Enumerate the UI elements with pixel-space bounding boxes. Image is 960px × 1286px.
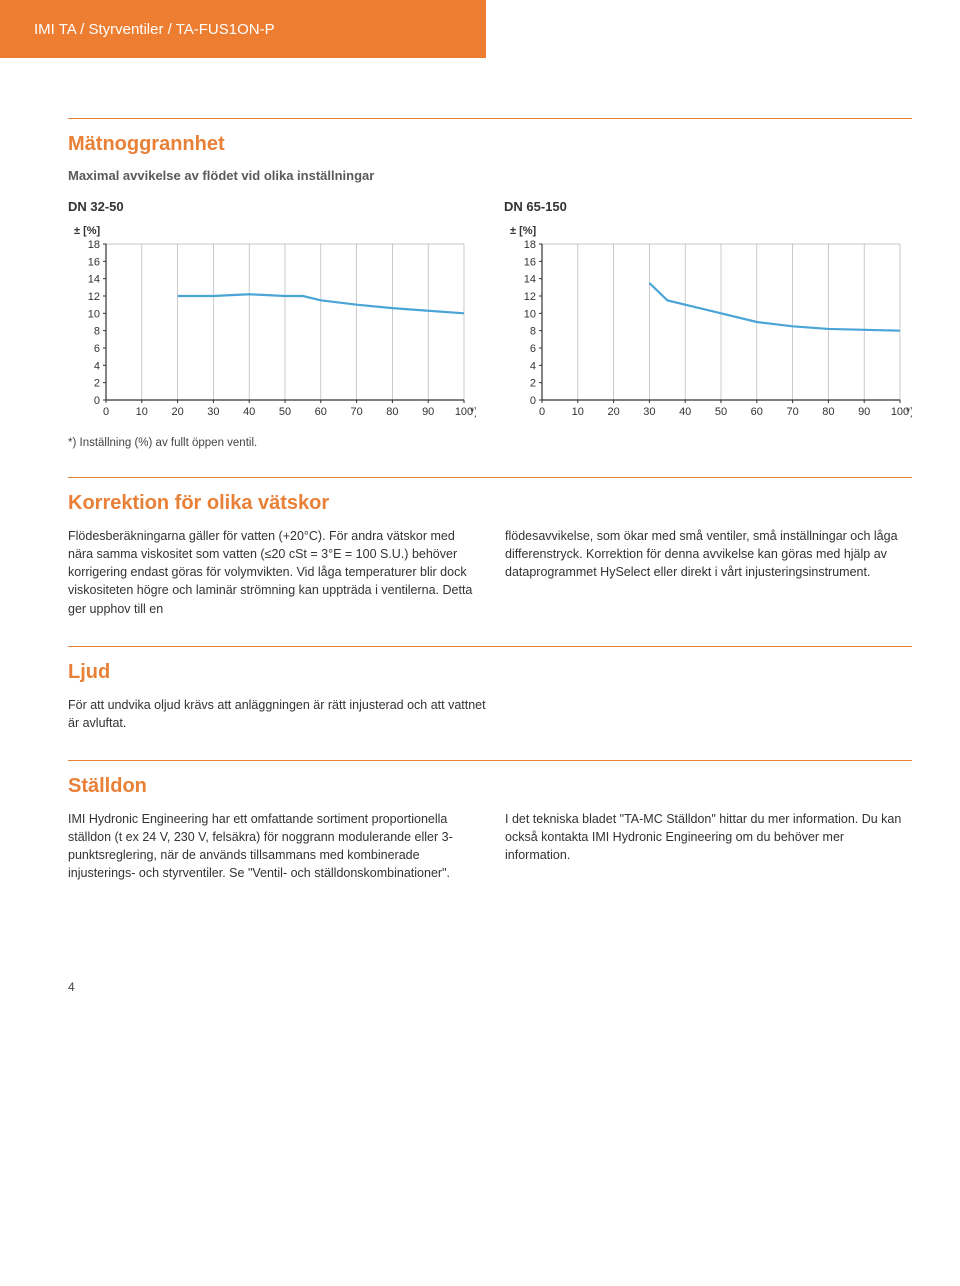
svg-text:50: 50 bbox=[715, 406, 727, 418]
chart-block-2: DN 65-150 ± [%] 0 2 4 6 8 10 12 14 16 18 0 10 20 30 40 5… bbox=[504, 199, 912, 427]
section-korrektion: Korrektion för olika vätskor Flödesberäk… bbox=[68, 477, 912, 618]
chart-dn-32-50: ± [%]02468101214161801020304050607080901… bbox=[68, 222, 476, 422]
page-content: Mätnoggrannhet Maximal avvikelse av flöd… bbox=[0, 58, 960, 940]
svg-text:0: 0 bbox=[103, 406, 109, 418]
svg-text:10: 10 bbox=[88, 308, 100, 320]
svg-text:2: 2 bbox=[94, 378, 100, 390]
svg-text:40: 40 bbox=[243, 406, 255, 418]
svg-text:30: 30 bbox=[643, 406, 655, 418]
two-column-text: Flödesberäkningarna gäller för vatten (+… bbox=[68, 527, 912, 618]
text-col-1: Flödesberäkningarna gäller för vatten (+… bbox=[68, 527, 475, 618]
svg-text:18: 18 bbox=[524, 239, 536, 251]
svg-text:90: 90 bbox=[422, 406, 434, 418]
svg-text:6: 6 bbox=[530, 343, 536, 355]
svg-text:*): *) bbox=[906, 406, 912, 418]
svg-text:70: 70 bbox=[786, 406, 798, 418]
svg-text:90: 90 bbox=[858, 406, 870, 418]
section-divider bbox=[68, 760, 912, 761]
page-number: 4 bbox=[0, 980, 960, 994]
section-stalldon: Ställdon IMI Hydronic Engineering har et… bbox=[68, 760, 912, 883]
text-col-2: I det tekniska bladet "TA-MC Ställdon" h… bbox=[505, 810, 912, 883]
svg-text:*): *) bbox=[470, 406, 476, 418]
svg-text:10: 10 bbox=[572, 406, 584, 418]
svg-text:16: 16 bbox=[88, 256, 100, 268]
svg-text:20: 20 bbox=[607, 406, 619, 418]
breadcrumb: IMI TA / Styrventiler / TA-FUS1ON-P bbox=[34, 21, 275, 38]
svg-text:14: 14 bbox=[88, 274, 100, 286]
section-title: Ställdon bbox=[68, 775, 912, 798]
section-divider bbox=[68, 118, 912, 119]
svg-text:4: 4 bbox=[94, 360, 100, 372]
chart-footnote: *) Inställning (%) av fullt öppen ventil… bbox=[68, 437, 912, 449]
svg-text:8: 8 bbox=[94, 326, 100, 338]
chart-label: DN 32-50 bbox=[68, 199, 476, 214]
svg-text:50: 50 bbox=[279, 406, 291, 418]
svg-text:12: 12 bbox=[88, 291, 100, 303]
section-subtitle: Maximal avvikelse av flödet vid olika in… bbox=[68, 168, 912, 183]
svg-text:20: 20 bbox=[171, 406, 183, 418]
section-ljud: Ljud För att undvika oljud krävs att anl… bbox=[68, 646, 912, 732]
section-matnoggrannhet: Mätnoggrannhet Maximal avvikelse av flöd… bbox=[68, 118, 912, 449]
svg-text:80: 80 bbox=[822, 406, 834, 418]
svg-text:70: 70 bbox=[350, 406, 362, 418]
chart-block-1: DN 32-50 ± [%] 0 2 4 6 8 10 12 14 16 18 0 10 20 30 40 50… bbox=[68, 199, 476, 427]
svg-text:0: 0 bbox=[539, 406, 545, 418]
svg-text:60: 60 bbox=[315, 406, 327, 418]
svg-text:60: 60 bbox=[751, 406, 763, 418]
svg-text:18: 18 bbox=[88, 239, 100, 251]
svg-text:8: 8 bbox=[530, 326, 536, 338]
svg-text:80: 80 bbox=[386, 406, 398, 418]
svg-text:10: 10 bbox=[136, 406, 148, 418]
svg-text:2: 2 bbox=[530, 378, 536, 390]
svg-text:0: 0 bbox=[94, 395, 100, 407]
section-title: Ljud bbox=[68, 661, 912, 684]
chart-label: DN 65-150 bbox=[504, 199, 912, 214]
svg-text:6: 6 bbox=[94, 343, 100, 355]
svg-text:± [%]: ± [%] bbox=[510, 225, 537, 237]
text-col-1: IMI Hydronic Engineering har ett omfatta… bbox=[68, 810, 475, 883]
svg-text:14: 14 bbox=[524, 274, 536, 286]
svg-text:16: 16 bbox=[524, 256, 536, 268]
text-col-2: flödesavvikelse, som ökar med små ventil… bbox=[505, 527, 912, 618]
svg-text:30: 30 bbox=[207, 406, 219, 418]
svg-text:12: 12 bbox=[524, 291, 536, 303]
section-title: Mätnoggrannhet bbox=[68, 133, 912, 156]
charts-row: DN 32-50 ± [%]02468101214161801020304050… bbox=[68, 199, 912, 427]
section-divider bbox=[68, 646, 912, 647]
svg-text:0: 0 bbox=[530, 395, 536, 407]
body-text: För att undvika oljud krävs att anläggni… bbox=[68, 696, 488, 732]
svg-text:± [%]: ± [%] bbox=[74, 225, 101, 237]
svg-text:40: 40 bbox=[679, 406, 691, 418]
svg-text:10: 10 bbox=[524, 308, 536, 320]
section-divider bbox=[68, 477, 912, 478]
header-bar: IMI TA / Styrventiler / TA-FUS1ON-P bbox=[0, 0, 486, 58]
svg-text:4: 4 bbox=[530, 360, 536, 372]
two-column-text: IMI Hydronic Engineering har ett omfatta… bbox=[68, 810, 912, 883]
chart-dn-65-150: ± [%]02468101214161801020304050607080901… bbox=[504, 222, 912, 422]
section-title: Korrektion för olika vätskor bbox=[68, 492, 912, 515]
